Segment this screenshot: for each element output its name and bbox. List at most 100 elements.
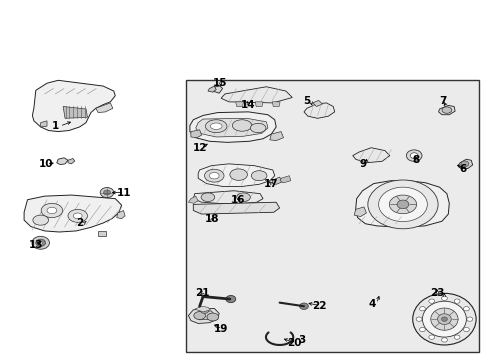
Polygon shape — [189, 112, 276, 142]
Polygon shape — [207, 86, 216, 92]
Ellipse shape — [437, 314, 450, 324]
Polygon shape — [255, 102, 263, 107]
Ellipse shape — [250, 123, 265, 133]
Ellipse shape — [419, 307, 425, 311]
Text: 17: 17 — [264, 179, 278, 189]
Polygon shape — [188, 196, 198, 203]
Ellipse shape — [206, 313, 218, 321]
Ellipse shape — [209, 172, 219, 179]
Ellipse shape — [201, 193, 214, 202]
Text: 4: 4 — [368, 299, 375, 309]
Text: 23: 23 — [429, 288, 444, 298]
Text: 21: 21 — [194, 288, 209, 298]
Ellipse shape — [229, 169, 247, 180]
Ellipse shape — [419, 327, 425, 332]
Ellipse shape — [236, 193, 250, 202]
Polygon shape — [235, 102, 243, 107]
Polygon shape — [353, 207, 366, 217]
Text: 8: 8 — [412, 155, 419, 165]
Ellipse shape — [103, 190, 110, 195]
Ellipse shape — [68, 210, 87, 222]
Ellipse shape — [47, 207, 57, 214]
Ellipse shape — [299, 303, 308, 310]
Text: 2: 2 — [76, 218, 83, 228]
Ellipse shape — [251, 171, 266, 181]
Ellipse shape — [453, 335, 459, 339]
Ellipse shape — [415, 317, 421, 321]
Text: 3: 3 — [298, 334, 305, 345]
Polygon shape — [438, 105, 454, 115]
Ellipse shape — [33, 215, 48, 225]
Text: 18: 18 — [204, 215, 219, 224]
Polygon shape — [188, 309, 219, 323]
Polygon shape — [352, 148, 389, 163]
Ellipse shape — [406, 150, 421, 161]
Ellipse shape — [428, 335, 434, 339]
Ellipse shape — [367, 180, 437, 229]
Ellipse shape — [225, 296, 235, 303]
Text: 13: 13 — [29, 239, 43, 249]
Text: 16: 16 — [230, 195, 245, 205]
Ellipse shape — [39, 241, 42, 244]
Polygon shape — [198, 164, 274, 186]
Text: 12: 12 — [193, 143, 207, 153]
Text: 9: 9 — [358, 159, 366, 169]
Ellipse shape — [463, 307, 468, 311]
Bar — [185, 80, 478, 352]
Ellipse shape — [378, 187, 427, 222]
Polygon shape — [193, 191, 263, 204]
Text: 10: 10 — [39, 159, 53, 169]
Polygon shape — [24, 195, 122, 232]
Text: 1: 1 — [52, 121, 59, 131]
Ellipse shape — [428, 299, 434, 303]
Polygon shape — [212, 86, 222, 93]
Ellipse shape — [412, 293, 475, 345]
Polygon shape — [355, 181, 448, 227]
Ellipse shape — [193, 312, 205, 319]
Polygon shape — [41, 121, 47, 127]
Polygon shape — [193, 202, 279, 214]
Polygon shape — [269, 132, 283, 140]
Ellipse shape — [41, 203, 62, 218]
Text: 20: 20 — [287, 338, 301, 348]
Text: 11: 11 — [117, 188, 131, 198]
Polygon shape — [304, 103, 334, 118]
Polygon shape — [194, 311, 215, 320]
Ellipse shape — [36, 239, 45, 246]
Ellipse shape — [441, 296, 447, 301]
Ellipse shape — [441, 317, 447, 321]
Polygon shape — [221, 87, 292, 103]
Polygon shape — [457, 159, 472, 168]
Polygon shape — [63, 107, 87, 118]
Ellipse shape — [232, 120, 251, 131]
Polygon shape — [312, 100, 322, 107]
Ellipse shape — [205, 120, 226, 133]
Text: 6: 6 — [458, 164, 466, 174]
Ellipse shape — [466, 317, 472, 321]
Ellipse shape — [204, 169, 224, 182]
Ellipse shape — [73, 213, 82, 219]
Polygon shape — [68, 158, 75, 164]
Text: 14: 14 — [240, 100, 255, 110]
Ellipse shape — [441, 107, 451, 113]
Ellipse shape — [460, 161, 468, 167]
Text: 15: 15 — [212, 78, 227, 88]
Text: 7: 7 — [439, 96, 446, 106]
Text: 19: 19 — [214, 324, 228, 334]
Ellipse shape — [453, 299, 459, 303]
Polygon shape — [57, 158, 68, 165]
Polygon shape — [96, 103, 113, 113]
Ellipse shape — [200, 309, 208, 314]
Ellipse shape — [100, 188, 114, 198]
Polygon shape — [117, 211, 125, 219]
Polygon shape — [98, 231, 105, 235]
Ellipse shape — [463, 327, 468, 332]
Polygon shape — [280, 176, 290, 183]
Ellipse shape — [396, 200, 408, 209]
Ellipse shape — [422, 301, 466, 337]
Polygon shape — [194, 306, 210, 312]
Polygon shape — [190, 130, 201, 138]
Text: 5: 5 — [303, 96, 309, 106]
Polygon shape — [32, 80, 115, 132]
Ellipse shape — [409, 153, 417, 158]
